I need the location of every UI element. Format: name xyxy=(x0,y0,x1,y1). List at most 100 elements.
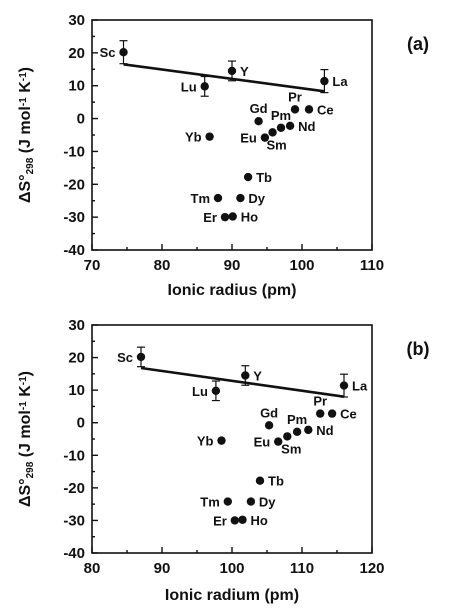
y-tick-label: 10 xyxy=(68,78,85,95)
y-axis-title-part: ΔS° xyxy=(17,174,34,203)
y-tick-label: -40 xyxy=(63,242,85,259)
panel-label: (a) xyxy=(407,34,429,54)
point-label: Lu xyxy=(181,79,197,94)
x-tick-label: 100 xyxy=(219,560,244,577)
data-point xyxy=(220,212,230,222)
point-label: Eu xyxy=(254,435,271,450)
point-label: Yb xyxy=(185,130,202,145)
data-point xyxy=(136,352,146,362)
point-label: La xyxy=(332,74,348,89)
y-axis-title-part: K xyxy=(17,385,34,401)
x-tick-label: 80 xyxy=(84,560,101,577)
point-label: Tm xyxy=(200,495,220,510)
data-point xyxy=(243,172,253,182)
y-axis-title-part: (J mol xyxy=(17,106,34,158)
x-tick-label: 70 xyxy=(84,257,101,274)
data-point xyxy=(238,515,247,524)
point-label: Lu xyxy=(192,384,208,399)
point-label: Ce xyxy=(317,102,334,117)
data-point xyxy=(292,427,302,437)
x-tick-label: 110 xyxy=(290,560,314,577)
x-tick-label: 90 xyxy=(154,560,171,577)
point-label: Pm xyxy=(287,412,307,427)
panel-a: 70 80 90 100 110 -40 -30 -20 -10 0 10 20 30 Ionic rad… xyxy=(17,12,429,299)
point-label: Dy xyxy=(248,191,265,206)
data-point xyxy=(316,409,325,418)
panel-label: (b) xyxy=(407,339,430,359)
data-point xyxy=(254,117,263,126)
data-point xyxy=(217,436,226,445)
data-point xyxy=(230,516,239,525)
fit-line xyxy=(140,366,345,398)
fit-line xyxy=(123,63,325,93)
point-label: Nd xyxy=(316,423,333,438)
y-tick-label: 20 xyxy=(68,45,85,62)
y-axis-title-part: -1 xyxy=(18,401,29,410)
point-label: Ho xyxy=(251,513,268,528)
data-point xyxy=(211,386,221,395)
data-point xyxy=(327,409,337,418)
data-point xyxy=(285,121,295,130)
y-axis-title-part: -1 xyxy=(18,72,29,81)
data-point xyxy=(119,48,128,57)
data-point xyxy=(228,212,237,221)
point-label: Pr xyxy=(288,89,302,104)
point-label: Dy xyxy=(259,495,276,510)
point-label: Tb xyxy=(256,170,272,185)
y-tick-label: -20 xyxy=(63,176,85,193)
x-axis-title: Ionic radius (pm) xyxy=(168,282,297,299)
y-axis-title: ΔS°298 (J mol-1 K-1) xyxy=(17,67,36,203)
point-label: Er xyxy=(203,210,217,225)
data-point xyxy=(283,432,292,441)
panel-b: 80 90 100 110 120 -40 -30 -20 -10 0 10 20 30 Ionic ra… xyxy=(17,317,429,604)
y-tick-label: 20 xyxy=(68,350,85,367)
x-tick-label: 80 xyxy=(154,257,171,274)
point-label: Ho xyxy=(241,209,258,224)
data-point xyxy=(200,82,209,91)
point-label: Tm xyxy=(191,191,211,206)
y-axis-title-part: ) xyxy=(17,67,34,72)
point-label: Pm xyxy=(271,108,291,123)
point-label: Er xyxy=(213,513,227,528)
x-tick-label: 100 xyxy=(289,257,314,274)
data-point xyxy=(339,381,349,390)
point-label: La xyxy=(352,379,368,394)
y-axis-title-part: (J mol xyxy=(17,410,34,462)
y-tick-label: -30 xyxy=(63,512,85,529)
point-label: Nd xyxy=(298,119,315,134)
data-point xyxy=(223,497,232,506)
point-label: Gd xyxy=(260,405,278,420)
point-label: Eu xyxy=(240,131,257,146)
point-label: Y xyxy=(240,64,249,79)
point-label: Sc xyxy=(117,350,133,365)
y-axis-title-part: 298 xyxy=(25,157,36,174)
point-label: Sm xyxy=(266,137,286,152)
data-point xyxy=(304,425,313,435)
y-tick-label: -40 xyxy=(63,545,85,562)
data-point xyxy=(268,128,277,137)
data-point xyxy=(264,421,274,430)
data-point xyxy=(241,371,250,380)
y-axis-title-part: 298 xyxy=(25,461,36,478)
y-axis-title-part: ΔS° xyxy=(17,478,34,507)
x-tick-label: 110 xyxy=(360,257,384,274)
point-label: Sm xyxy=(281,441,301,456)
data-point xyxy=(205,132,214,141)
y-axis-title-part: -1 xyxy=(18,376,29,385)
y-tick-label: -10 xyxy=(63,447,85,464)
data-point xyxy=(276,123,286,132)
data-point xyxy=(320,76,329,86)
point-label: Yb xyxy=(197,434,214,449)
y-tick-label: 0 xyxy=(77,415,85,432)
data-point xyxy=(246,497,256,506)
x-axis-title: Ionic radium (pm) xyxy=(165,587,299,604)
data-point xyxy=(304,105,314,114)
data-point xyxy=(260,133,270,142)
y-axis-title-part: -1 xyxy=(18,97,29,106)
y-tick-label: -30 xyxy=(63,209,85,226)
data-point xyxy=(290,105,300,114)
y-tick-label: 30 xyxy=(68,317,85,334)
data-point xyxy=(213,193,223,203)
y-axis-title: ΔS°298 (J mol-1 K-1) xyxy=(17,371,36,507)
